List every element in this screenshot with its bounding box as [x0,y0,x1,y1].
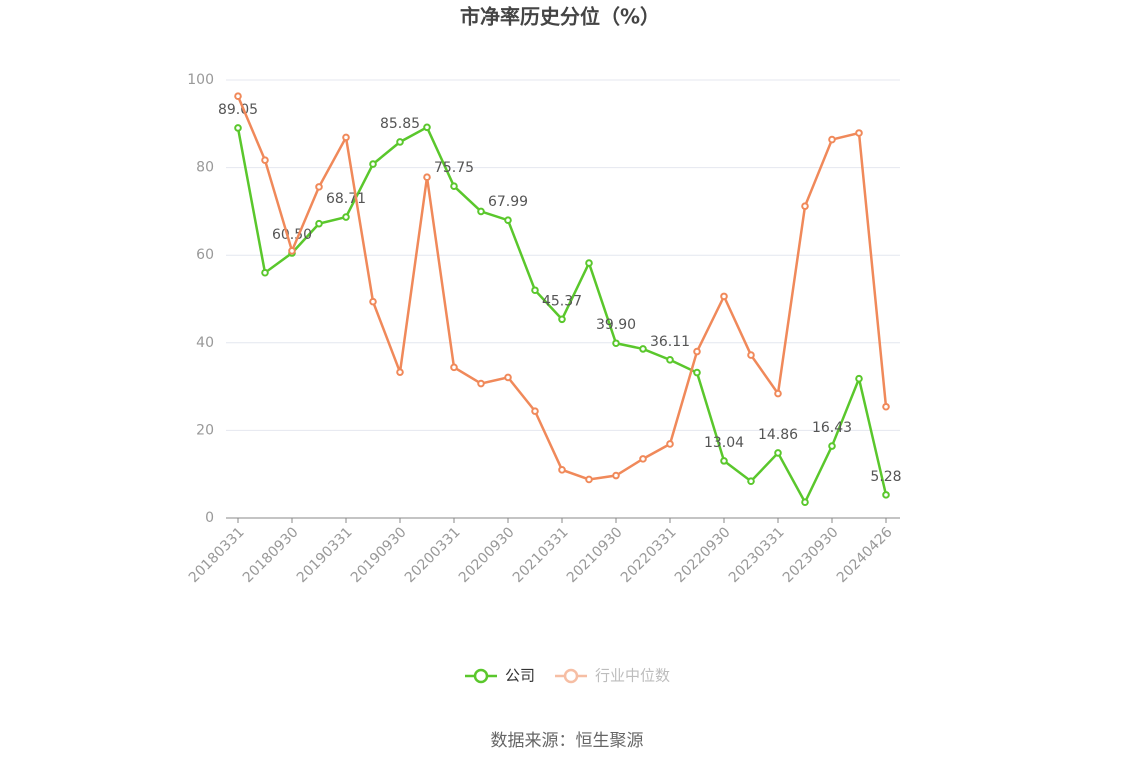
data-point [261,156,269,164]
y-tick-label: 60 [196,247,214,263]
data-point [855,374,863,383]
data-point [423,123,431,132]
data-label: 16.43 [812,420,852,436]
data-point [882,402,890,411]
data-point [477,379,485,388]
data-point [315,183,323,191]
x-tick-label: 20230930 [780,524,842,586]
x-tick-label: 20180930 [240,524,302,586]
data-point [396,138,404,146]
x-tick-label: 20210930 [564,524,626,586]
legend-item: 行业中位数 [555,667,670,685]
data-point [828,442,836,450]
data-point [504,216,512,225]
data-point [774,449,782,457]
y-tick-label: 0 [205,510,214,526]
data-label: 13.04 [704,435,744,451]
data-label: 5.28 [870,469,901,485]
data-label: 45.37 [542,293,582,309]
data-point [801,498,809,507]
legend-marker [563,668,579,684]
data-point [639,455,647,463]
series-line [236,95,888,481]
y-tick-label: 20 [196,422,214,438]
data-point [720,457,728,465]
data-point [369,160,377,168]
data-point [342,133,350,142]
data-point [747,477,755,486]
x-tick-label: 20240426 [834,524,896,586]
data-label: 39.90 [596,317,636,333]
data-label: 36.11 [650,334,690,350]
data-point [558,315,566,324]
data-point [693,368,701,377]
legend-item: 公司 [465,667,535,685]
data-point [882,491,890,499]
data-point [396,368,404,376]
x-tick-label: 20200930 [456,524,518,586]
y-tick-label: 80 [196,160,214,176]
data-point [234,92,242,101]
data-point [612,339,620,348]
data-label: 89.05 [218,102,258,118]
x-tick-label: 20230331 [726,524,788,586]
data-label: 75.75 [434,160,474,176]
data-point [558,466,566,474]
data-point [666,356,674,364]
data-point [450,182,458,191]
x-tick-label: 20220930 [672,524,734,586]
data-point [693,347,701,356]
legend-marker [473,668,489,684]
x-tick-label: 20220331 [618,524,680,586]
data-point [369,297,377,306]
data-point [585,475,593,484]
data-point [720,292,728,301]
data-point [747,351,755,359]
data-label: 68.71 [326,191,366,207]
chart-title: 市净率历史分位（%） [460,5,660,29]
data-point [612,471,620,480]
data-point [585,259,593,267]
x-tick-label: 20190930 [348,524,410,586]
legend-label: 行业中位数 [595,667,670,685]
y-tick-label: 40 [196,335,214,351]
data-point [315,219,323,228]
data-point [774,389,782,398]
y-tick-label: 100 [187,72,214,88]
source-note: 数据来源：恒生聚源 [491,731,644,751]
data-point [666,440,674,448]
x-tick-label: 20180331 [186,524,248,586]
data-label: 85.85 [380,116,420,132]
data-point [450,363,458,372]
data-label: 67.99 [488,194,528,210]
legend-label: 公司 [505,667,535,685]
data-point [801,202,809,210]
data-point [855,129,863,137]
data-point [531,286,539,295]
x-tick-label: 20210331 [510,524,572,586]
data-point [234,124,242,132]
data-point [477,207,485,216]
data-point [639,345,647,353]
data-point [504,373,512,382]
data-point [261,268,269,277]
data-point [342,213,350,221]
data-point [828,135,836,144]
x-tick-label: 20190331 [294,524,356,586]
data-label: 14.86 [758,427,798,443]
data-point [531,407,539,415]
data-point [288,247,296,255]
data-point [423,173,431,182]
data-label: 60.50 [272,227,312,243]
x-tick-label: 20200331 [402,524,464,586]
